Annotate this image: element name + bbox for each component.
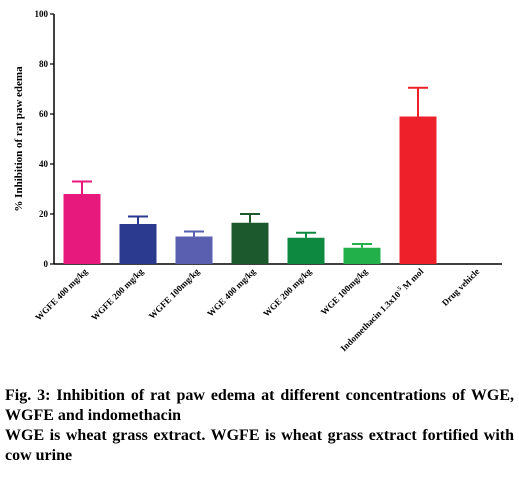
category-label: WGFE 100mg/kg xyxy=(147,266,202,321)
y-tick-label: 0 xyxy=(44,259,49,269)
bar xyxy=(63,194,101,264)
error-bars xyxy=(72,86,428,248)
bar xyxy=(175,236,213,264)
bar xyxy=(399,116,437,264)
y-tick-label: 60 xyxy=(39,109,49,119)
caption-note: WGE is wheat grass extract. WGFE is whea… xyxy=(5,427,514,464)
category-label: WGFE 400 mg/kg xyxy=(33,266,90,323)
category-label: Drug vehicle xyxy=(440,266,482,308)
figure-caption: Fig. 3: Inhibition of rat paw edema at d… xyxy=(5,386,514,466)
bar xyxy=(287,237,325,264)
caption-title: Fig. 3: Inhibition of rat paw edema at d… xyxy=(5,386,514,426)
caption-title-text: Inhibition of rat paw edema at different… xyxy=(5,387,515,424)
y-tick-label: 100 xyxy=(35,9,49,19)
bar xyxy=(119,224,157,264)
category-label: WGE 200 mg/kg xyxy=(261,266,314,319)
bar xyxy=(343,247,381,264)
category-label: WGE 100mg/kg xyxy=(319,266,370,317)
category-label: WGE 400 mg/kg xyxy=(205,266,258,319)
y-axis-title: % Inhibition of rat paw edema xyxy=(13,66,25,212)
bar xyxy=(231,222,269,264)
y-tick-label: 40 xyxy=(39,159,49,169)
category-labels: WGFE 400 mg/kg WGFE 200 mg/kg WGFE 100mg/k… xyxy=(33,266,481,353)
bar-chart: 0 20 40 60 80 100 WGFE 400 mg/kg WGFE 200 mg/k… xyxy=(13,9,502,353)
y-tick-label: 80 xyxy=(39,59,49,69)
category-label: WGFE 200 mg/kg xyxy=(89,266,146,323)
y-ticks: 0 20 40 60 80 100 xyxy=(35,9,54,269)
bars xyxy=(63,116,437,264)
caption-fig-label: Fig. 3: xyxy=(5,387,51,404)
y-tick-label: 20 xyxy=(39,209,49,219)
